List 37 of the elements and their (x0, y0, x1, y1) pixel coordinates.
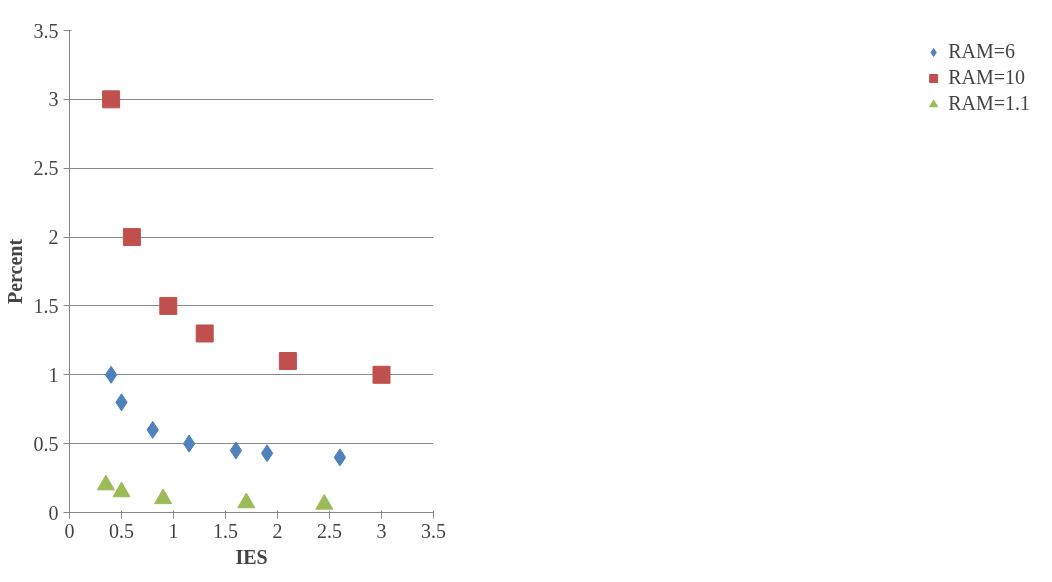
y-tick-label: 0 (48, 501, 59, 524)
point (372, 365, 391, 384)
point (237, 492, 256, 509)
y-axis-title: Percent (3, 238, 26, 305)
y-tick-label: 3.5 (33, 19, 59, 42)
x-tick-label: 3 (376, 519, 387, 542)
x-tick-label: 3.5 (421, 519, 446, 542)
y-tick-label: 3 (48, 88, 59, 111)
y-tick-label: 0.5 (33, 432, 59, 455)
point (112, 481, 131, 498)
x-tick-label: 2.5 (317, 519, 342, 542)
legend-label: RAM=1.1 (948, 92, 1030, 115)
point (195, 324, 214, 343)
point (154, 488, 173, 505)
point (96, 474, 115, 491)
point (159, 296, 178, 315)
x-tick-label: 1 (168, 519, 179, 542)
y-tick-label: 1 (48, 363, 59, 386)
point (182, 434, 196, 453)
point (278, 352, 297, 371)
point (315, 493, 334, 510)
point (229, 441, 243, 460)
point (333, 448, 347, 467)
y-tick-label: 2.5 (33, 157, 59, 180)
point (260, 444, 274, 463)
x-tick-label: 2 (272, 519, 283, 542)
y-tick-label: 1.5 (33, 294, 59, 317)
point (102, 90, 121, 109)
y-tick-label: 2 (48, 226, 59, 249)
legend-label: RAM=10 (948, 66, 1025, 89)
x-tick-label: 0.5 (109, 519, 134, 542)
x-tick-label: 1.5 (213, 519, 238, 542)
x-axis-title: IES (235, 545, 268, 568)
point (104, 365, 118, 384)
point (122, 228, 141, 247)
legend-label: RAM=6 (948, 40, 1015, 63)
x-tick-label: 0 (64, 519, 75, 542)
